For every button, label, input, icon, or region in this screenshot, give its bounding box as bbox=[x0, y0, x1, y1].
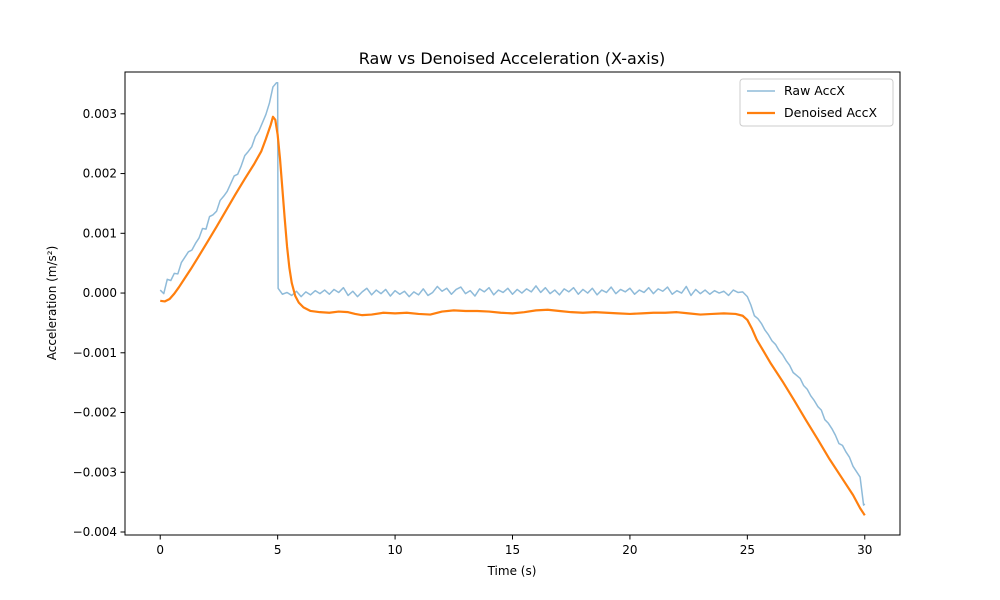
y-tick-label: −0.003 bbox=[73, 465, 117, 479]
legend-frame bbox=[739, 78, 894, 127]
legend-label-raw: Raw AccX bbox=[784, 83, 845, 98]
y-tick-label: 0.001 bbox=[83, 226, 117, 240]
x-tick-label: 15 bbox=[505, 543, 520, 557]
x-tick-label: 10 bbox=[387, 543, 402, 557]
legend: Raw AccX Denoised AccX bbox=[739, 78, 894, 127]
x-tick-label: 25 bbox=[740, 543, 755, 557]
x-tick-label: 30 bbox=[857, 543, 872, 557]
x-axis-label: Time (s) bbox=[487, 564, 537, 578]
x-tick-label: 5 bbox=[274, 543, 282, 557]
y-tick-label: −0.001 bbox=[73, 346, 117, 360]
y-axis: 0.003 0.002 0.001 0.000 −0.001 −0.002 −0.003 −0… bbox=[73, 107, 125, 539]
series-layer bbox=[159, 82, 866, 516]
series-line-raw bbox=[159, 82, 866, 506]
y-tick-label: −0.002 bbox=[73, 406, 117, 420]
x-tick-label: 0 bbox=[156, 543, 164, 557]
y-tick-label: 0.003 bbox=[83, 107, 117, 121]
chart-title: Raw vs Denoised Acceleration (X-axis) bbox=[359, 49, 666, 68]
x-tick-label: 20 bbox=[622, 543, 637, 557]
y-axis-label: Acceleration (m/s²) bbox=[45, 246, 59, 361]
y-tick-label: −0.004 bbox=[73, 525, 117, 539]
legend-label-denoised: Denoised AccX bbox=[784, 105, 878, 120]
series-line-denoised bbox=[160, 115, 866, 516]
y-tick-label: 0.000 bbox=[83, 286, 117, 300]
x-axis: 0 5 10 15 20 25 30 bbox=[156, 535, 872, 557]
y-tick-label: 0.002 bbox=[83, 167, 117, 181]
